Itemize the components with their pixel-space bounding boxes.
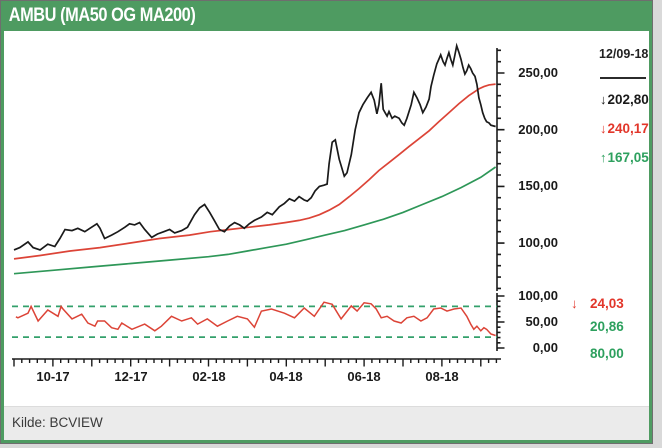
- up-arrow-icon: ↑: [600, 150, 607, 165]
- ma200-last-value: 167,05: [607, 150, 649, 165]
- indicator-last-value: 24,03: [590, 296, 624, 311]
- x-axis-tick: 08-18: [425, 369, 458, 384]
- main-y-axis: [496, 48, 505, 291]
- x-axis-tick: 02-18: [192, 369, 225, 384]
- oversold-band-value: 20,86: [590, 319, 624, 334]
- footer-bar: Kilde: BCVIEW: [4, 406, 649, 440]
- price-line: [13, 42, 496, 251]
- down-arrow-icon: ↓: [571, 296, 578, 311]
- indicator-y-tick: 0,00: [533, 340, 558, 355]
- indicator-y-axis: [496, 293, 505, 351]
- overbought-band-value: 80,00: [590, 346, 624, 361]
- date-label: 12/09-18: [599, 47, 649, 61]
- ma50-line: [13, 83, 496, 260]
- ma200-last-row: ↑ 167,05: [600, 150, 649, 165]
- down-arrow-icon: ↓: [600, 92, 607, 107]
- ma50-last-value: 240,17: [607, 121, 649, 136]
- down-arrow-icon: ↓: [600, 121, 607, 136]
- x-axis-tick: 06-18: [347, 369, 380, 384]
- y-axis-tick: 150,00: [518, 178, 558, 193]
- y-axis-tick: 100,00: [518, 235, 558, 250]
- x-axis-tick: 12-17: [114, 369, 147, 384]
- indicator-y-tick: 100,00: [518, 288, 558, 303]
- chart-widget: AMBU (MA50 OG MA200) 250,00 200,00 150,0…: [0, 0, 653, 444]
- title-bar: AMBU (MA50 OG MA200): [1, 1, 652, 31]
- x-axis-tick: 10-17: [36, 369, 69, 384]
- x-axis-tick: 04-18: [269, 369, 302, 384]
- y-axis-tick: 250,00: [518, 65, 558, 80]
- separator-line: [600, 77, 646, 79]
- ma200-line: [13, 166, 497, 275]
- indicator-line: [15, 301, 496, 337]
- chart-title: AMBU (MA50 OG MA200): [8, 5, 196, 26]
- indicator-y-tick: 50,00: [525, 314, 558, 329]
- price-last-value: 202,80: [607, 92, 649, 107]
- x-axis-ruler: [12, 358, 501, 367]
- ma50-last-row: ↓ 240,17: [600, 121, 649, 136]
- price-last-row: ↓ 202,80: [600, 92, 649, 107]
- source-label: Kilde: BCVIEW: [12, 415, 103, 430]
- y-axis-tick: 200,00: [518, 122, 558, 137]
- chart-canvas: 250,00 200,00 150,00 100,00 100,00 50,00…: [12, 42, 558, 384]
